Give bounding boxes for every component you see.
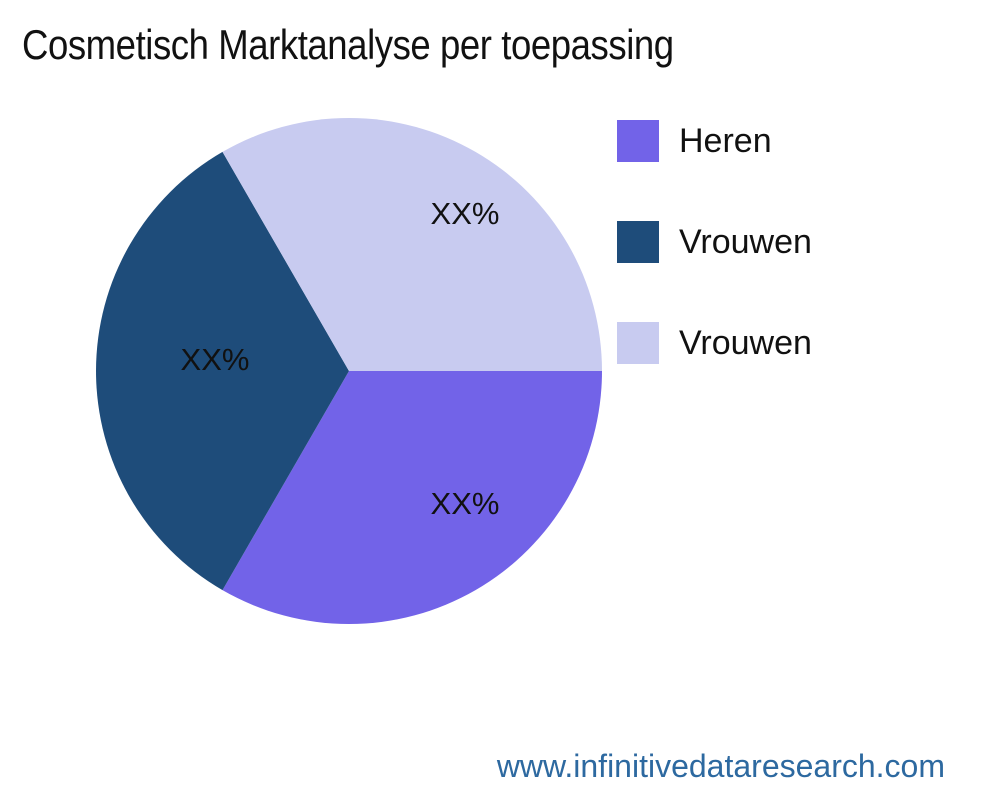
legend-swatch-vrouwen-light-rect xyxy=(617,322,659,364)
legend-item-heren: Heren xyxy=(617,120,812,162)
legend-swatch-vrouwen-light xyxy=(617,322,659,364)
legend-label-vrouwen-dark: Vrouwen xyxy=(679,222,812,261)
legend-swatch-vrouwen-dark xyxy=(617,221,659,263)
pie-slice-vrouwen-light xyxy=(222,118,602,371)
legend-swatch-heren xyxy=(617,120,659,162)
legend-label-heren: Heren xyxy=(679,121,772,160)
chart-title: Cosmetisch Marktanalyse per toepassing xyxy=(22,21,674,68)
legend-swatch-heren-rect xyxy=(617,120,659,162)
slice-value-label-left: XX% xyxy=(181,342,250,377)
footer-website-link[interactable]: www.infinitivedataresearch.com xyxy=(496,748,945,784)
legend: Heren Vrouwen Vrouwen xyxy=(617,120,812,364)
slice-value-label-top: XX% xyxy=(431,196,500,231)
pie-slice-heren xyxy=(222,371,602,624)
pie-slice-vrouwen-dark xyxy=(96,151,349,591)
legend-label-vrouwen-light: Vrouwen xyxy=(679,323,812,362)
legend-item-vrouwen-light: Vrouwen xyxy=(617,322,812,364)
legend-swatch-vrouwen-dark-rect xyxy=(617,221,659,263)
legend-item-vrouwen-dark: Vrouwen xyxy=(617,221,812,263)
slice-value-label-bottom: XX% xyxy=(431,486,500,521)
